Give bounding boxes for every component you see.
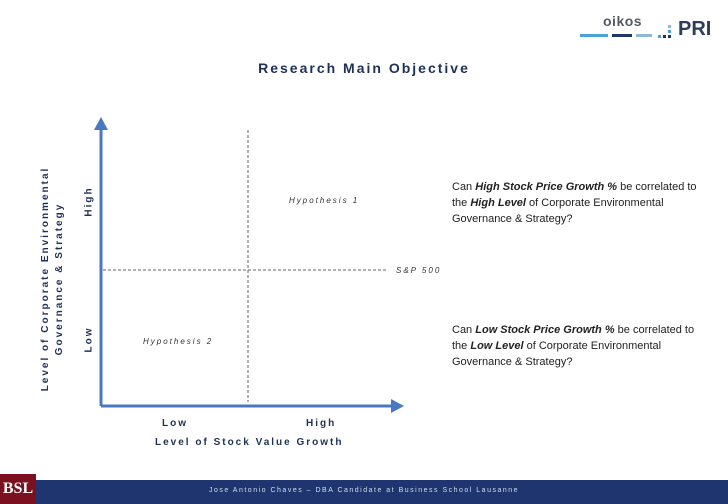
y-axis-title-line1: Level of Corporate Environmental	[40, 166, 51, 392]
q2-text-pre: Can	[452, 324, 476, 336]
logo-bar-1	[580, 34, 608, 37]
logo-bar-2	[612, 34, 632, 37]
y-axis-arrow-icon	[94, 117, 108, 130]
x-axis-title: Level of Stock Value Growth	[155, 437, 344, 448]
logo-bar-3	[636, 34, 652, 37]
x-axis-high-label: High	[306, 418, 337, 429]
pri-dots-icon	[658, 25, 671, 38]
footer-bar	[0, 480, 728, 504]
pri-logo: PRI	[678, 18, 712, 40]
y-axis-title: Level of Corporate Environmental Governa…	[39, 149, 67, 409]
hypothesis-2-label: Hypothesis 2	[143, 337, 214, 346]
q1-text-mid: be correlated to the	[452, 181, 697, 209]
q2-text-post: of Corporate Environmental Governance & …	[452, 340, 662, 368]
y-axis-low-label: Low	[83, 326, 95, 353]
q1-bold-1: High Stock Price Growth %	[475, 181, 618, 193]
hypothesis-1-label: Hypothesis 1	[289, 196, 360, 205]
page-title: Research Main Objective	[258, 60, 470, 76]
q1-text-post: of Corporate Environmental Governance & …	[452, 197, 664, 225]
oikos-logo: oikos	[603, 13, 643, 29]
y-axis-title-line2: Governance & Strategy	[54, 202, 65, 356]
q1-text-pre: Can	[452, 181, 476, 193]
q2-bold-1: Low Stock Price Growth %	[475, 324, 615, 336]
footer-text: Jose Antonio Chaves – DBA Candidate at B…	[208, 487, 520, 494]
logo-area: oikos PRI	[560, 10, 720, 50]
question-2: Can Low Stock Price Growth % be correlat…	[452, 322, 702, 370]
question-1: Can High Stock Price Growth % be correla…	[452, 179, 702, 227]
bsl-logo: BSL	[0, 474, 36, 504]
q2-bold-2: Low Level	[470, 340, 524, 352]
x-axis-low-label: Low	[162, 418, 188, 429]
sp500-label: S&P 500	[396, 266, 442, 275]
x-axis-arrow-icon	[391, 399, 404, 413]
q2-text-mid: be correlated to the	[452, 324, 695, 352]
q1-bold-2: High Level	[470, 197, 526, 209]
y-axis-high-label: High	[83, 186, 95, 217]
